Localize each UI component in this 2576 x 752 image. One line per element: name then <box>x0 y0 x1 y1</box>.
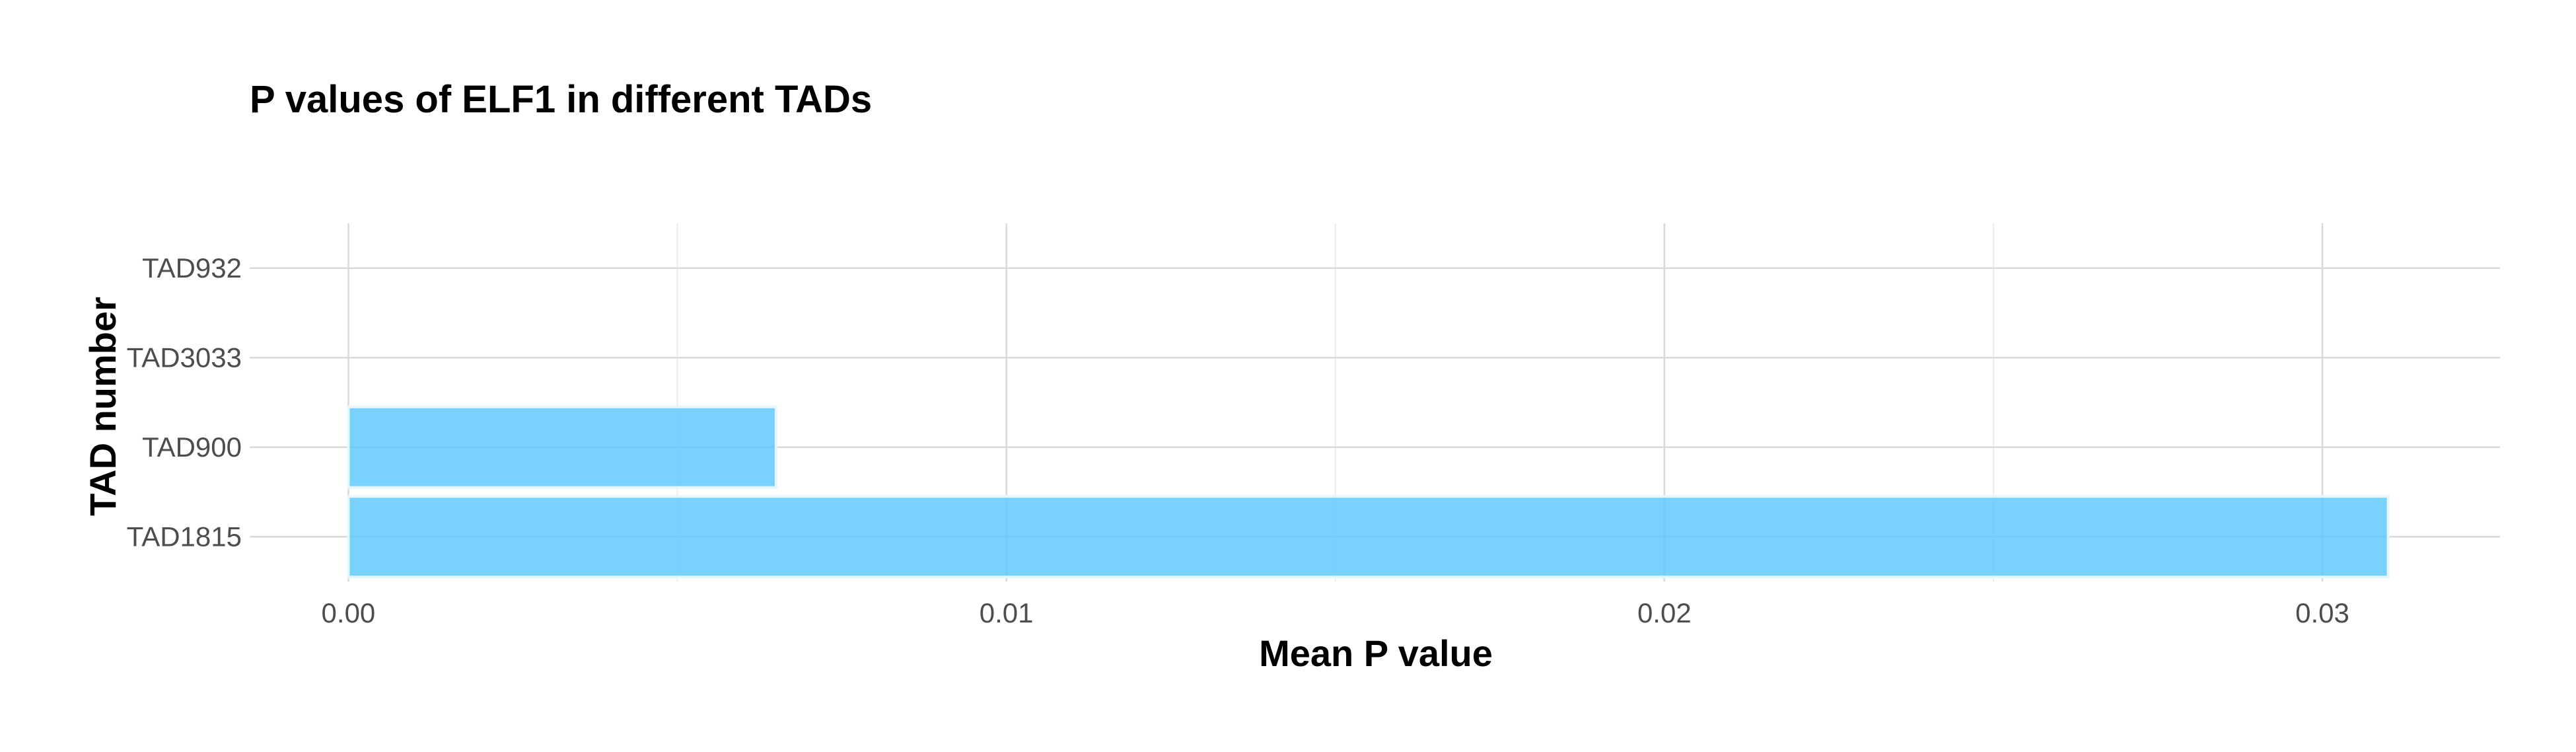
x-tick-label: 0.01 <box>980 597 1034 628</box>
y-axis-title: TAD number <box>82 297 124 516</box>
y-tick-label: TAD3033 <box>127 342 242 373</box>
x-tick-label: 0.00 <box>322 597 376 628</box>
y-axis-tick-labels: TAD932 TAD3033 TAD900 TAD1815 <box>127 252 242 552</box>
chart-title: P values of ELF1 in different TADs <box>250 78 872 121</box>
bar-tad900 <box>347 405 777 489</box>
x-axis-tick-labels: 0.00 0.01 0.02 0.03 <box>322 597 2349 628</box>
x-tick-label: 0.03 <box>2295 597 2349 628</box>
y-tick-label: TAD900 <box>142 432 242 463</box>
x-axis-title: Mean P value <box>1259 632 1493 674</box>
bar-tad1815 <box>347 495 2390 579</box>
y-tick-label: TAD932 <box>142 252 242 283</box>
y-tick-label: TAD1815 <box>127 521 242 552</box>
x-tick-label: 0.02 <box>1637 597 1692 628</box>
bars <box>347 405 2390 579</box>
